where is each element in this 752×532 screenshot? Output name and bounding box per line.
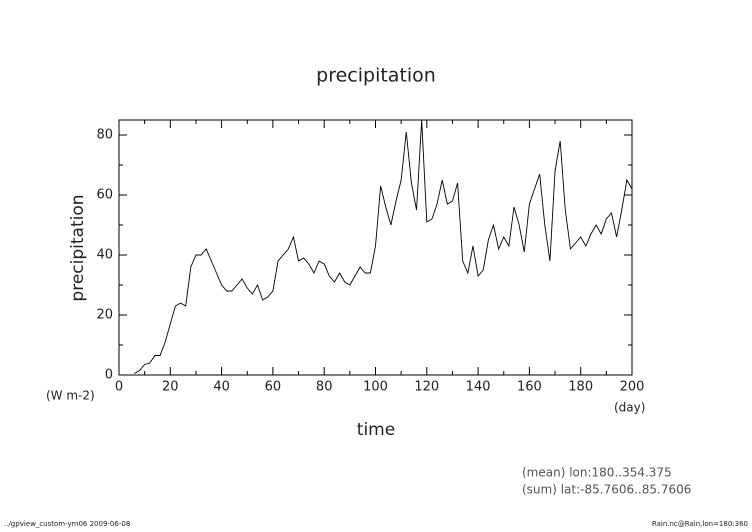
chart-title: precipitation (316, 65, 436, 87)
x-tick-label: 20 (162, 380, 179, 395)
data-line (134, 119, 633, 374)
x-axis-label: time (357, 420, 395, 440)
y-tick-label: 40 (96, 248, 113, 263)
y-axis-label: precipitation (68, 194, 88, 301)
annotation: (mean) lon:180..354.375 (522, 466, 672, 480)
footer: ../gpview_custom-ym06 2009-06-08 (4, 520, 130, 528)
x-tick-label: 140 (466, 380, 491, 395)
y-tick-label: 80 (96, 128, 113, 143)
x-tick-label: 40 (213, 380, 230, 395)
x-tick-label: 120 (414, 380, 439, 395)
x-tick-label: 60 (265, 380, 282, 395)
y-tick-label: 60 (96, 188, 113, 203)
x-tick-label: 200 (620, 380, 645, 395)
x-tick-label: 0 (115, 380, 123, 395)
x-tick-label: 160 (517, 380, 542, 395)
y-tick-label: 20 (96, 308, 113, 323)
x-units: (day) (614, 401, 645, 415)
x-tick-label: 180 (568, 380, 593, 395)
x-tick-label: 80 (316, 380, 333, 395)
y-units: (W m-2) (46, 389, 95, 403)
x-tick-label: 100 (363, 380, 388, 395)
footer: Rain.nc@Rain,lon=180:360 (652, 520, 748, 528)
y-tick-label: 0 (105, 368, 113, 383)
annotation: (sum) lat:-85.7606..85.7606 (522, 483, 691, 497)
